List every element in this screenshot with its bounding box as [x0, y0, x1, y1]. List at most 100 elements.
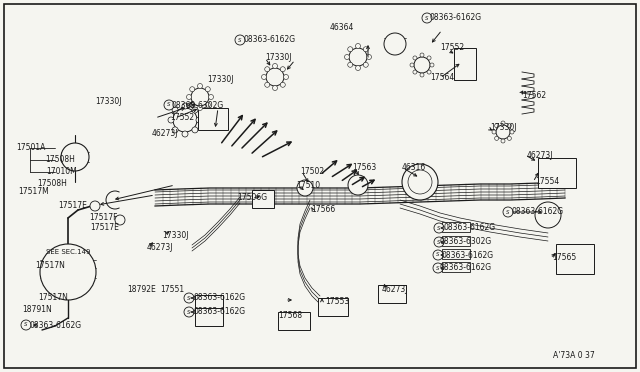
Circle shape: [364, 47, 368, 52]
Circle shape: [402, 164, 438, 200]
Circle shape: [280, 67, 285, 72]
Circle shape: [422, 13, 432, 23]
Text: 46273J: 46273J: [147, 244, 173, 253]
Circle shape: [495, 137, 499, 140]
Text: 17501A: 17501A: [16, 142, 45, 151]
Text: 46273J: 46273J: [527, 151, 554, 160]
Text: 08363-6162G: 08363-6162G: [443, 224, 495, 232]
Circle shape: [168, 117, 174, 123]
Text: 17551: 17551: [160, 285, 184, 295]
Circle shape: [280, 82, 285, 87]
Circle shape: [495, 124, 499, 128]
Text: 17517N: 17517N: [35, 260, 65, 269]
Text: 17517E: 17517E: [90, 224, 119, 232]
Text: 08363-6162G: 08363-6162G: [244, 35, 296, 45]
Circle shape: [172, 127, 178, 133]
Circle shape: [384, 33, 406, 55]
Circle shape: [164, 100, 174, 110]
Text: 17330J: 17330J: [265, 54, 291, 62]
Text: 46273J: 46273J: [152, 128, 179, 138]
Circle shape: [355, 44, 360, 48]
Circle shape: [182, 131, 188, 137]
Text: 18791N: 18791N: [22, 305, 52, 314]
Text: 17508H: 17508H: [37, 179, 67, 187]
Text: 17506G: 17506G: [237, 193, 267, 202]
Bar: [195, 295, 223, 313]
Text: 17517F: 17517F: [89, 214, 118, 222]
Text: S: S: [188, 310, 191, 314]
Circle shape: [414, 57, 430, 73]
Text: 17517M: 17517M: [18, 187, 49, 196]
Text: S: S: [437, 240, 441, 244]
Circle shape: [186, 94, 191, 99]
Circle shape: [434, 223, 444, 233]
Text: S: S: [167, 103, 171, 108]
Circle shape: [508, 137, 511, 140]
Text: 17517N: 17517N: [38, 294, 68, 302]
Text: 17564: 17564: [430, 74, 454, 83]
Circle shape: [496, 125, 510, 139]
Bar: [318, 298, 348, 316]
Circle shape: [510, 130, 514, 134]
Bar: [442, 262, 470, 272]
Circle shape: [430, 63, 434, 67]
Circle shape: [189, 87, 195, 92]
Circle shape: [408, 170, 432, 194]
Text: 08363-6162G: 08363-6162G: [30, 321, 82, 330]
Text: 08363-6162G: 08363-6162G: [430, 13, 482, 22]
Circle shape: [364, 62, 368, 67]
Text: S: S: [24, 323, 28, 327]
Circle shape: [420, 53, 424, 57]
Circle shape: [427, 56, 431, 60]
Text: 08363-6302G: 08363-6302G: [172, 100, 224, 109]
Text: 17565: 17565: [552, 253, 576, 263]
Bar: [538, 158, 576, 188]
Text: A'73A 0 37: A'73A 0 37: [553, 350, 595, 359]
Circle shape: [420, 73, 424, 77]
Circle shape: [173, 108, 197, 132]
Text: 08363-6162G: 08363-6162G: [512, 208, 564, 217]
Circle shape: [191, 88, 209, 106]
Text: 08363-6162G: 08363-6162G: [441, 250, 493, 260]
Circle shape: [262, 74, 266, 80]
Circle shape: [410, 63, 414, 67]
Circle shape: [205, 87, 211, 92]
Text: 17330J: 17330J: [162, 231, 189, 240]
Bar: [556, 244, 594, 274]
Circle shape: [434, 237, 444, 247]
Circle shape: [61, 143, 89, 171]
Text: 18792E: 18792E: [127, 285, 156, 295]
Circle shape: [266, 68, 284, 86]
Circle shape: [189, 102, 195, 107]
Text: 17502: 17502: [300, 167, 324, 176]
Circle shape: [265, 82, 269, 87]
Circle shape: [198, 83, 202, 89]
Text: 08363-6162G: 08363-6162G: [440, 263, 492, 273]
Text: 46316: 46316: [402, 164, 426, 173]
Text: 17010M: 17010M: [46, 167, 77, 176]
Circle shape: [172, 107, 178, 113]
Circle shape: [348, 175, 368, 195]
Circle shape: [348, 62, 353, 67]
Bar: [252, 190, 274, 208]
Circle shape: [367, 55, 371, 60]
Circle shape: [265, 67, 269, 72]
Text: 17330J: 17330J: [95, 97, 122, 106]
Circle shape: [348, 47, 353, 52]
Text: 17552: 17552: [170, 113, 194, 122]
Circle shape: [184, 307, 194, 317]
Circle shape: [40, 244, 96, 300]
Circle shape: [413, 70, 417, 74]
Bar: [198, 108, 228, 130]
Circle shape: [182, 103, 188, 109]
Circle shape: [115, 215, 125, 225]
Text: S: S: [188, 295, 191, 301]
Bar: [378, 285, 406, 303]
Text: S: S: [238, 38, 242, 42]
Text: S: S: [437, 225, 441, 231]
Text: 17563: 17563: [352, 164, 376, 173]
Circle shape: [184, 293, 194, 303]
Circle shape: [503, 207, 513, 217]
Circle shape: [297, 180, 313, 196]
Circle shape: [344, 55, 349, 60]
